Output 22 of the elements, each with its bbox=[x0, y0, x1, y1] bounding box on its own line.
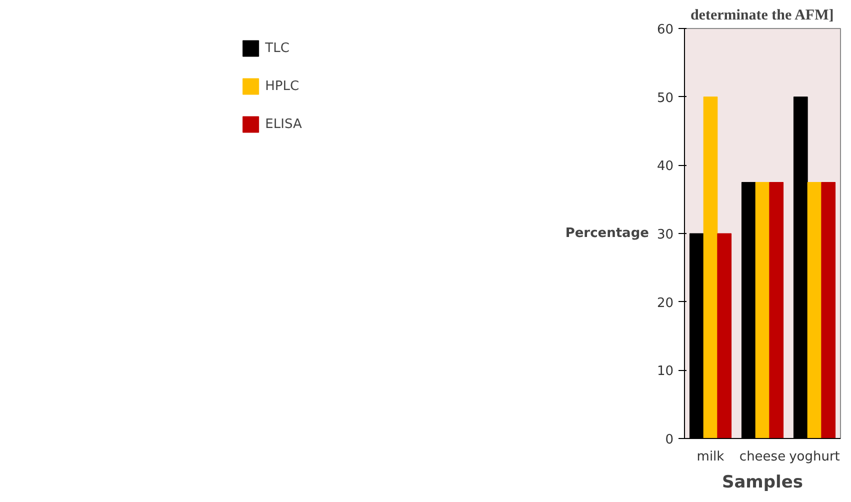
x-tick-label: cheese bbox=[739, 450, 786, 464]
y-tick-label: 10 bbox=[656, 364, 674, 380]
bar bbox=[717, 233, 732, 438]
bar bbox=[807, 182, 822, 438]
x-tick-label: yoghurt bbox=[789, 450, 840, 464]
y-axis-title: Percentage bbox=[565, 226, 650, 241]
chart-title: determinate the AFM] bbox=[690, 8, 834, 24]
bar bbox=[703, 96, 718, 438]
bar bbox=[769, 182, 784, 438]
x-axis-title: Samples bbox=[722, 472, 804, 492]
y-tick-label: 20 bbox=[656, 296, 674, 311]
y-tick-label: 0 bbox=[665, 432, 674, 448]
legend-label: HPLC bbox=[265, 78, 300, 94]
bar bbox=[821, 182, 836, 438]
y-tick-label: 50 bbox=[656, 90, 674, 106]
y-tick-label: 30 bbox=[656, 228, 674, 242]
bar bbox=[755, 182, 770, 438]
legend-label: TLC bbox=[265, 40, 290, 56]
legend-label: ELISA bbox=[265, 116, 302, 132]
y-tick-label: 40 bbox=[656, 159, 674, 174]
x-tick-label: milk bbox=[696, 450, 725, 464]
y-tick-label: 60 bbox=[656, 22, 674, 38]
